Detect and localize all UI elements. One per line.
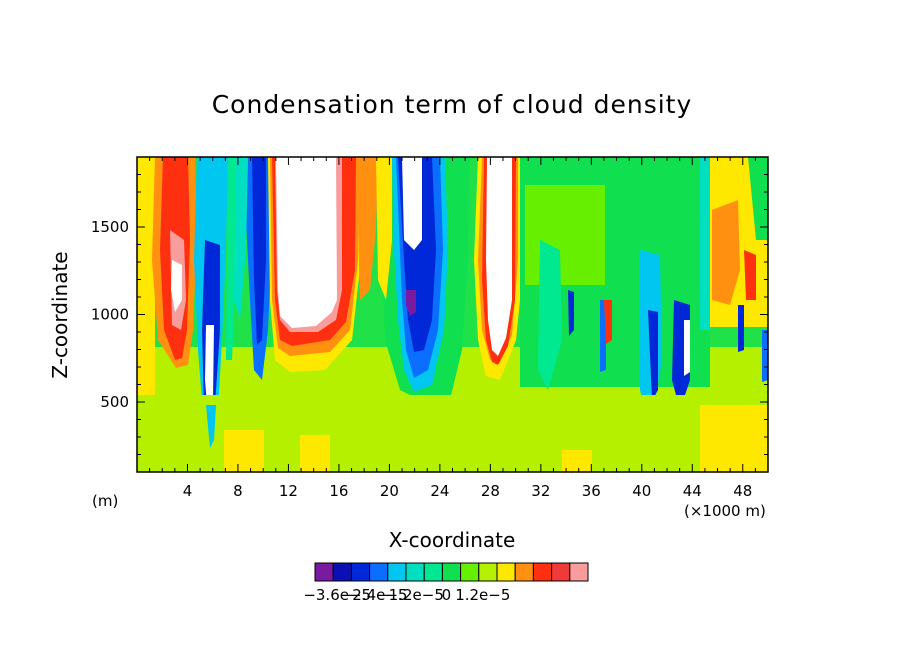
far-right-red xyxy=(744,250,756,300)
x-tick-label: 24 xyxy=(430,482,449,500)
colorbar-label: −3.6e−5 xyxy=(303,586,371,604)
x-tick-label: 16 xyxy=(329,482,348,500)
right-blue-streak-3 xyxy=(648,310,658,400)
low-yellow-2 xyxy=(300,435,330,472)
x-unit-right: (×1000 m) xyxy=(684,502,766,520)
col-neg3-white xyxy=(402,157,422,250)
low-cyan-tongue xyxy=(206,405,216,448)
colorbar-swatch xyxy=(496,562,516,582)
x-tick-label: 32 xyxy=(531,482,550,500)
col-mid-white xyxy=(276,157,337,328)
right-cyan-streak-3 xyxy=(700,157,712,330)
x-tick-label: 40 xyxy=(632,482,651,500)
x-unit-left: (m) xyxy=(92,492,118,510)
y-tick-label: 500 xyxy=(100,393,129,411)
x-tick-label: 4 xyxy=(183,482,193,500)
colorbar-swatch xyxy=(514,562,534,582)
plot-area xyxy=(137,157,768,472)
x-tick-label: 44 xyxy=(683,482,702,500)
far-right-blue xyxy=(738,305,744,352)
colorbar-swatch xyxy=(532,562,553,582)
colorbar-swatch xyxy=(441,562,462,582)
col-neg2-green xyxy=(234,157,248,320)
colorbar: −3.6e−5−2.4e−5−1.2e−50 1.2e−5 xyxy=(303,562,589,604)
colorbar-swatch xyxy=(314,562,334,582)
y-tick-label: 1000 xyxy=(91,306,129,324)
colorbar-swatch xyxy=(387,562,407,582)
col-neg1-green xyxy=(226,157,238,360)
x-axis-title: X-coordinate xyxy=(389,528,516,552)
colorbar-swatch xyxy=(460,562,480,582)
col-neg3-purple xyxy=(406,290,416,316)
x-tick-label: 8 xyxy=(233,482,243,500)
colorbar-label: 0 xyxy=(442,586,452,604)
left-yellow-strip xyxy=(137,157,155,472)
far-right-green xyxy=(748,157,768,240)
colorbar-swatch xyxy=(332,562,352,582)
colorbar-label: 1.2e−5 xyxy=(455,586,510,604)
colorbar-swatch xyxy=(423,562,443,582)
colorbar-label: −1.2e−5 xyxy=(376,586,444,604)
low-yellow-1 xyxy=(224,430,264,472)
x-tick-label: 48 xyxy=(733,482,752,500)
low-yellow-3 xyxy=(562,450,592,472)
colorbar-swatch xyxy=(405,562,425,582)
col-left-white xyxy=(171,260,182,312)
right-lightgreen-block xyxy=(525,185,605,285)
right-white-streak xyxy=(684,320,690,376)
colorbar-label: −2.4e−5 xyxy=(340,586,408,604)
far-right-orange xyxy=(712,200,740,305)
col-neg2-blue xyxy=(252,157,266,345)
y-tick-label: 1500 xyxy=(91,218,129,236)
x-tick-label: 28 xyxy=(481,482,500,500)
right-red-streak xyxy=(604,300,612,344)
chart-title: Condensation term of cloud density xyxy=(212,90,693,119)
x-tick-label: 12 xyxy=(279,482,298,500)
right-cyan-streak-1 xyxy=(538,240,562,390)
y-axis-title: Z-coordinate xyxy=(48,251,72,378)
colorbar-swatch xyxy=(551,562,571,582)
colorbar-swatch xyxy=(350,562,371,582)
low-yellow-4 xyxy=(700,405,768,472)
col-mid-right-orange xyxy=(356,157,378,300)
right-blue-streak-2 xyxy=(600,300,606,372)
col-neg1-white xyxy=(205,325,214,418)
colorbar-swatch xyxy=(478,562,498,582)
far-right-cyan xyxy=(762,330,768,382)
colorbar-swatch xyxy=(369,562,389,582)
x-tick-label: 20 xyxy=(380,482,399,500)
col-right-white xyxy=(486,157,512,356)
col-neg3-yellow-left xyxy=(376,157,392,300)
right-blue-streak-1 xyxy=(568,290,574,336)
colorbar-swatch xyxy=(569,562,589,582)
x-tick-label: 36 xyxy=(582,482,601,500)
